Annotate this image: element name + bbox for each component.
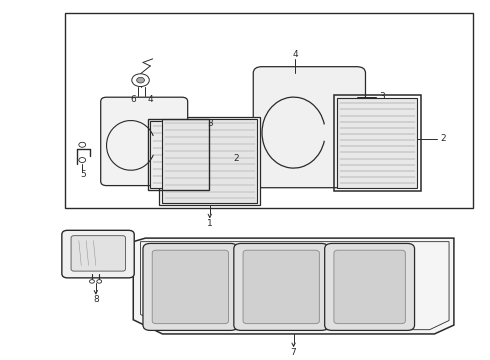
Circle shape bbox=[90, 280, 95, 283]
Text: 2: 2 bbox=[233, 154, 239, 163]
Circle shape bbox=[137, 77, 145, 83]
FancyBboxPatch shape bbox=[152, 250, 228, 324]
FancyBboxPatch shape bbox=[101, 97, 188, 186]
Text: 7: 7 bbox=[291, 348, 296, 357]
Bar bbox=[337, 98, 417, 188]
Bar bbox=[162, 119, 257, 203]
FancyBboxPatch shape bbox=[234, 243, 329, 330]
FancyBboxPatch shape bbox=[243, 250, 319, 324]
Bar bbox=[159, 117, 260, 205]
Bar bbox=[150, 121, 206, 188]
Bar bbox=[65, 13, 473, 208]
FancyBboxPatch shape bbox=[253, 67, 366, 188]
Text: 5: 5 bbox=[80, 170, 86, 179]
Text: 1: 1 bbox=[207, 219, 213, 228]
Bar bbox=[334, 95, 421, 191]
FancyBboxPatch shape bbox=[71, 236, 125, 271]
FancyBboxPatch shape bbox=[62, 230, 134, 278]
Text: 3: 3 bbox=[379, 93, 385, 102]
Bar bbox=[148, 119, 209, 190]
Text: 2: 2 bbox=[440, 134, 445, 143]
Text: 6: 6 bbox=[130, 95, 136, 104]
FancyBboxPatch shape bbox=[143, 243, 238, 330]
Text: 4: 4 bbox=[147, 95, 153, 104]
Text: 8: 8 bbox=[93, 295, 98, 304]
Circle shape bbox=[97, 280, 102, 283]
FancyBboxPatch shape bbox=[334, 250, 405, 324]
Text: 3: 3 bbox=[207, 119, 213, 128]
Circle shape bbox=[79, 142, 86, 147]
Circle shape bbox=[79, 158, 86, 162]
Text: 4: 4 bbox=[293, 50, 298, 59]
Circle shape bbox=[132, 74, 149, 86]
Polygon shape bbox=[133, 238, 454, 334]
FancyBboxPatch shape bbox=[325, 243, 415, 330]
